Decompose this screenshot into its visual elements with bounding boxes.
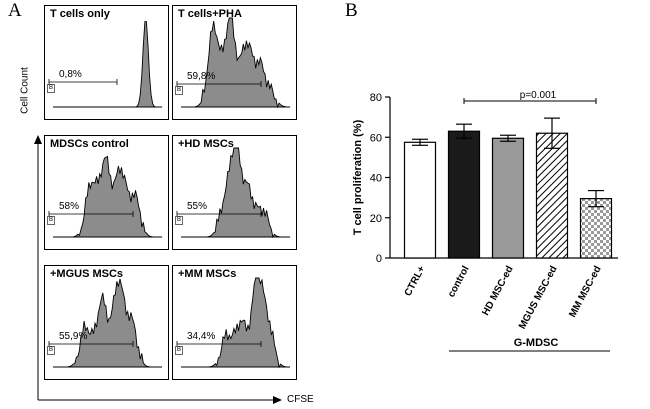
gate-b-marker: B — [47, 346, 56, 355]
histogram-title: +MGUS MSCs — [50, 268, 124, 280]
histogram-title: MDSCs control — [50, 138, 129, 150]
histogram-plot — [48, 278, 162, 368]
facs-histogram: +MM MSCs 34,4% B — [172, 265, 297, 380]
gate-percentage: 55% — [187, 201, 208, 212]
facs-histogram: T cells only 0,8% B — [44, 5, 169, 120]
histogram-title: +HD MSCs — [178, 138, 234, 150]
category-label: control — [446, 264, 472, 299]
bar — [579, 198, 613, 259]
histogram-plot — [176, 277, 290, 369]
gate-percentage: 34,4% — [187, 331, 216, 342]
gate-b-marker: B — [175, 216, 184, 225]
y-tick-label: 80 — [370, 92, 382, 104]
histogram-title: T cells+PHA — [178, 8, 242, 20]
y-tick-label: 60 — [370, 132, 382, 144]
gate-b-marker: B — [47, 84, 56, 93]
panel-a-letter: A — [8, 0, 22, 21]
cfse-label: CFSE — [287, 394, 314, 405]
y-tick-label: 40 — [370, 173, 382, 185]
bar — [403, 141, 437, 259]
category-label: MM MSC-ed — [567, 264, 603, 319]
facs-histogram: MDSCs control 58% B — [44, 135, 169, 250]
group-label: G-MDSC — [514, 337, 559, 349]
histogram-curve — [181, 277, 290, 369]
bar — [535, 132, 569, 259]
p-value-label: p=0.001 — [520, 90, 557, 101]
bar — [447, 130, 481, 259]
panel-b-letter: B — [345, 0, 358, 21]
category-label: CTRL+ — [403, 264, 428, 298]
histogram-plot — [48, 21, 162, 108]
gate-percentage: 59,8% — [187, 71, 216, 82]
gate-percentage: 58% — [59, 201, 80, 212]
histogram-curve — [53, 278, 162, 368]
histogram-curve — [53, 155, 162, 238]
histogram-plot — [176, 17, 291, 109]
histogram-title: T cells only — [50, 8, 110, 20]
gate-percentage: 55,9% — [59, 331, 88, 342]
y-axis-label: T cell proliferation (%) — [352, 119, 364, 235]
y-tick-label: 0 — [376, 253, 382, 265]
gate-percentage: 0,8% — [59, 69, 82, 80]
histogram-plot — [176, 147, 290, 239]
facs-histogram: T cells+PHA 59,8% B — [172, 5, 297, 120]
y-tick-label: 20 — [370, 213, 382, 225]
histogram-curve — [181, 17, 291, 109]
histogram-title: +MM MSCs — [178, 268, 237, 280]
gate-b-marker: B — [175, 346, 184, 355]
gate-b-marker: B — [175, 86, 184, 95]
histogram-curve — [181, 147, 290, 239]
bar — [491, 137, 525, 259]
gate-b-marker: B — [47, 216, 56, 225]
facs-histogram: +HD MSCs 55% B — [172, 135, 297, 250]
facs-histogram: +MGUS MSCs 55,9% B — [44, 265, 169, 380]
histogram-curve — [53, 21, 162, 108]
category-label: MGUS MSC-ed — [517, 264, 560, 331]
category-label: HD MSC-ed — [480, 264, 515, 317]
